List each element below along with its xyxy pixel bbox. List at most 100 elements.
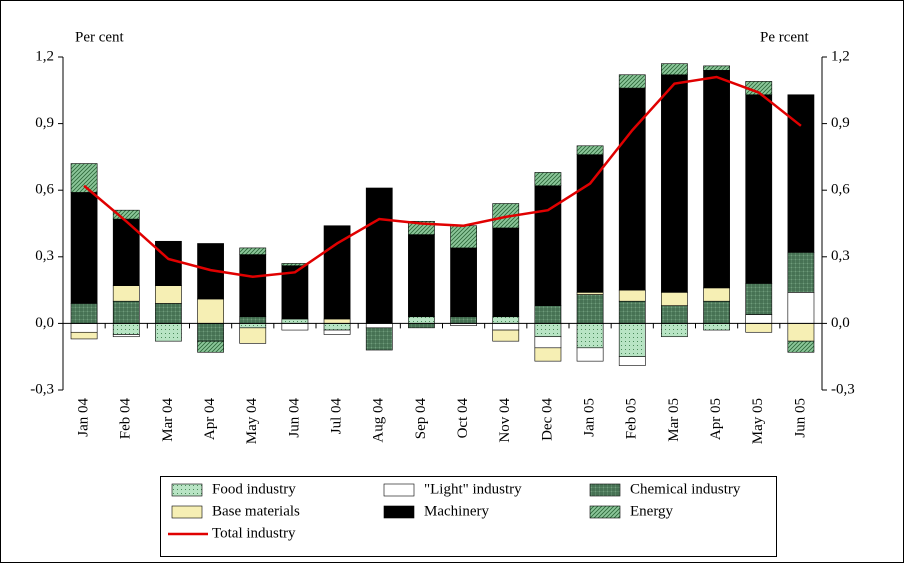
bar-segment <box>450 316 477 324</box>
legend-box <box>160 476 777 557</box>
bar-segment <box>787 340 815 353</box>
bar-segment <box>618 74 646 89</box>
legend-label: Base materials <box>212 503 300 519</box>
bar-segment <box>534 336 562 349</box>
bar-segment <box>281 318 309 324</box>
bar-segment <box>408 323 435 329</box>
bar-segment <box>745 314 773 324</box>
y2-tick-label: -0,3 <box>831 381 855 397</box>
bar-segment <box>787 94 815 253</box>
legend-swatch <box>383 483 415 497</box>
x-tick-label: Jun 04 <box>286 398 302 438</box>
bar-segment <box>661 292 688 306</box>
bar-segment <box>576 145 604 155</box>
bar-segment <box>492 329 520 342</box>
bar-segment <box>618 323 646 357</box>
legend-swatch <box>171 483 203 497</box>
x-tick-label: May 04 <box>244 398 260 445</box>
bar-segment <box>745 94 773 284</box>
bar-segment <box>492 323 520 331</box>
x-tick-label: Feb 04 <box>118 398 134 440</box>
x-tick-label: Sep 04 <box>413 398 429 440</box>
bar-segment <box>408 316 435 324</box>
x-tick-label: Mar 04 <box>160 398 176 442</box>
y-tick-label: 0,6 <box>35 182 54 198</box>
legend-label: Chemical industry <box>630 481 741 497</box>
bar-segment <box>70 303 98 324</box>
legend-label: Energy <box>630 503 674 519</box>
x-tick-label: Apr 04 <box>202 398 218 441</box>
bar-segment <box>70 192 98 304</box>
bar-segment <box>787 252 815 293</box>
bar-segment <box>323 329 351 335</box>
bar-segment <box>239 316 267 324</box>
bar-segment <box>155 285 182 304</box>
legend-label: "Light" industry <box>424 481 522 497</box>
bar-segment <box>787 292 815 324</box>
bar-segment <box>112 209 140 220</box>
bar-segment <box>661 305 688 324</box>
bar-segment <box>112 323 140 335</box>
x-tick-label: Aug 04 <box>371 398 387 443</box>
bar-segment <box>576 347 604 362</box>
bar-segment <box>365 327 393 351</box>
y2-tick-label: 0,0 <box>831 315 850 331</box>
x-tick-label: Oct 04 <box>455 398 471 439</box>
bar-segment <box>197 298 224 324</box>
y-tick-label: -0,3 <box>30 381 54 397</box>
x-tick-label: Nov 04 <box>497 398 513 443</box>
bar-segment <box>239 327 267 344</box>
x-tick-label: Apr 05 <box>708 398 724 440</box>
bar-segment <box>197 340 224 353</box>
legend-swatch <box>589 505 621 519</box>
bar-segment <box>492 227 520 318</box>
bar-segment <box>450 225 477 249</box>
y2-tick-label: 0,6 <box>831 182 850 198</box>
bar-segment <box>703 65 730 71</box>
bar-segment <box>239 247 267 255</box>
bar-segment <box>703 287 730 302</box>
bar-segment <box>112 300 140 324</box>
total-line <box>83 75 802 279</box>
bar-segment <box>155 240 182 286</box>
bar-segment <box>365 187 393 324</box>
x-tick-label: Mar 05 <box>666 398 682 442</box>
x-tick-label: Jan 05 <box>582 398 598 437</box>
bar-segment <box>534 172 562 187</box>
bar-segment <box>155 303 182 324</box>
x-tick-label: Jun 05 <box>792 398 808 438</box>
bar-segment <box>618 289 646 302</box>
bar-segment <box>323 225 351 320</box>
legend-swatch <box>383 505 415 519</box>
legend-swatch <box>171 505 203 519</box>
bar-segment <box>745 323 773 333</box>
bar-segment <box>408 234 435 318</box>
bar-segment <box>576 154 604 293</box>
bar-segment <box>70 331 98 340</box>
bar-segment <box>534 347 562 362</box>
bar-segment <box>112 334 140 338</box>
bar-segment <box>661 63 688 76</box>
legend-swatch <box>589 483 621 497</box>
bar-segment <box>703 70 730 289</box>
y-axis-label: Per cent <box>75 29 125 45</box>
bar-segment <box>239 323 267 329</box>
bar-segment <box>745 283 773 315</box>
x-tick-label: Feb 05 <box>624 398 640 439</box>
legend-label: Machinery <box>424 503 489 519</box>
bar-segment <box>576 323 604 349</box>
bar-segment <box>155 323 182 342</box>
y2-tick-label: 0,3 <box>831 248 850 264</box>
bar-segment <box>112 285 140 302</box>
bar-segment <box>450 247 477 318</box>
y2-axis-label: Pe rcent <box>760 29 810 45</box>
bar-segment <box>281 323 309 331</box>
y2-tick-label: 0,9 <box>831 115 850 131</box>
bar-segment <box>703 323 730 331</box>
bar-segment <box>787 323 815 342</box>
bar-segment <box>661 74 688 293</box>
x-tick-label: Jul 04 <box>329 398 345 435</box>
x-tick-label: Jan 04 <box>76 398 92 437</box>
y-tick-label: 0,9 <box>35 115 54 131</box>
